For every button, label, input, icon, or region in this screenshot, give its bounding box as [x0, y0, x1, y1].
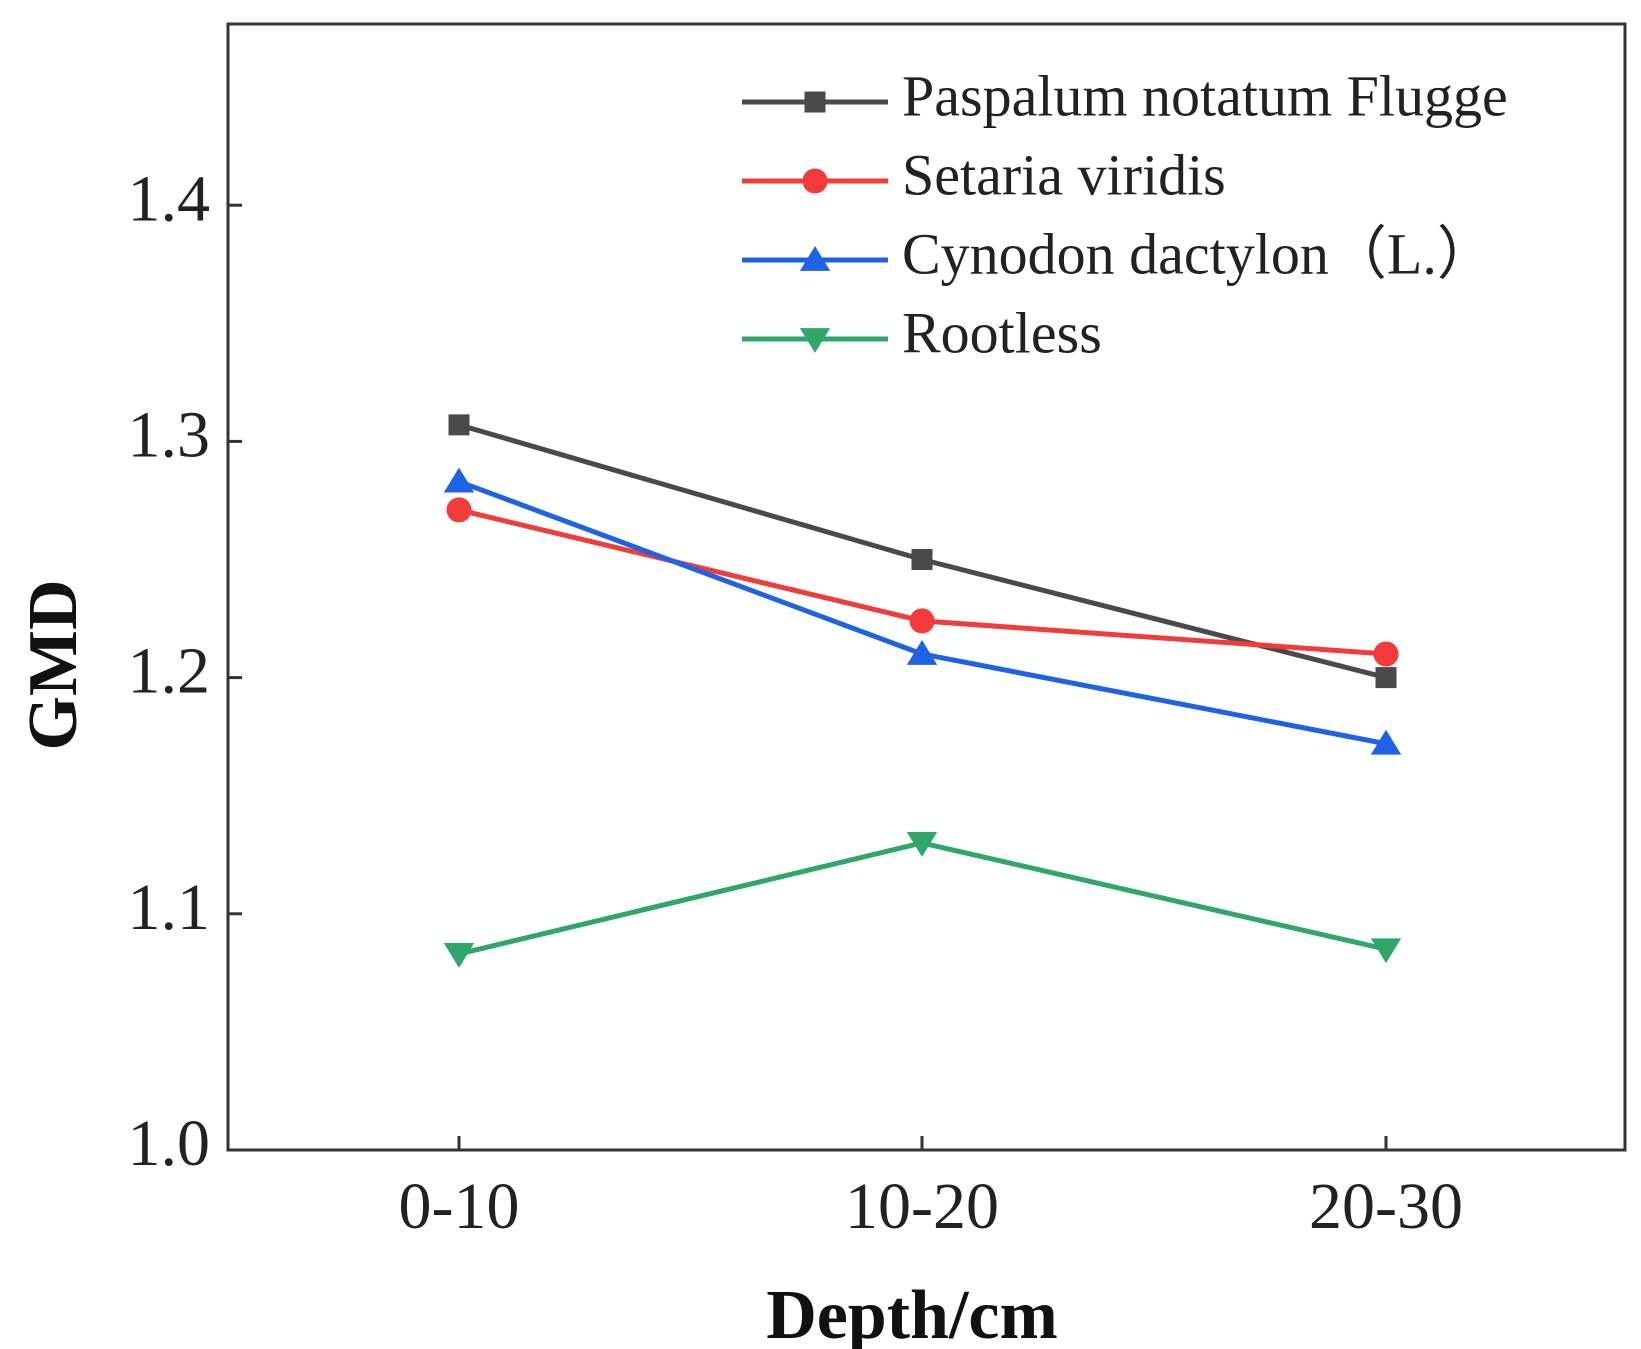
legend-label: Setaria viridis	[902, 142, 1226, 207]
y-axis-ticks: 1.0 1.1 1.2 1.3 1.4	[128, 162, 242, 1180]
plot-frame	[226, 22, 1627, 1152]
x-tick-label: 20-30	[1309, 1170, 1463, 1243]
series-layer	[443, 414, 1402, 968]
y-tick-label: 1.4	[128, 162, 211, 235]
y-axis-title: GMD	[15, 579, 92, 750]
legend-marker	[804, 91, 826, 113]
data-point	[443, 943, 475, 968]
legend-label: Cynodon dactylon（L.）	[902, 221, 1495, 286]
data-point	[906, 832, 938, 857]
data-point	[1373, 641, 1399, 667]
series-line	[458, 840, 1387, 957]
data-point	[1370, 938, 1402, 964]
data-point	[906, 640, 938, 665]
x-axis-title: Depth/cm	[766, 1277, 1058, 1349]
series-3	[443, 832, 1402, 968]
legend-label: Rootless	[902, 300, 1102, 365]
data-point	[443, 467, 475, 493]
data-point	[909, 608, 935, 634]
legend-item: Rootless	[742, 300, 1102, 365]
data-point	[448, 414, 470, 436]
y-tick-label: 1.1	[128, 871, 211, 944]
data-point	[911, 549, 933, 570]
y-tick-label: 1.3	[128, 399, 211, 472]
y-tick-label: 1.0	[128, 1107, 211, 1180]
legend-label: Paspalum notatum Flugge	[902, 63, 1508, 128]
x-tick-label: 10-20	[845, 1170, 999, 1243]
legend-marker	[799, 328, 831, 353]
x-tick-label: 0-10	[399, 1170, 520, 1243]
legend: Paspalum notatum Flugge Setaria viridis Cy…	[742, 63, 1508, 365]
legend-item: Setaria viridis	[742, 142, 1226, 207]
series-0	[448, 414, 1397, 689]
legend-marker	[802, 168, 828, 194]
legend-item: Cynodon dactylon（L.）	[742, 221, 1495, 286]
legend-item: Paspalum notatum Flugge	[742, 63, 1508, 128]
y-tick-label: 1.2	[128, 635, 211, 708]
series-2	[443, 467, 1402, 755]
data-point	[1375, 667, 1397, 689]
data-point	[1370, 729, 1402, 755]
legend-marker	[799, 246, 831, 271]
series-1	[446, 497, 1399, 667]
x-axis-ticks: 0-10 10-20 20-30	[399, 1136, 1463, 1243]
data-point	[446, 497, 472, 523]
